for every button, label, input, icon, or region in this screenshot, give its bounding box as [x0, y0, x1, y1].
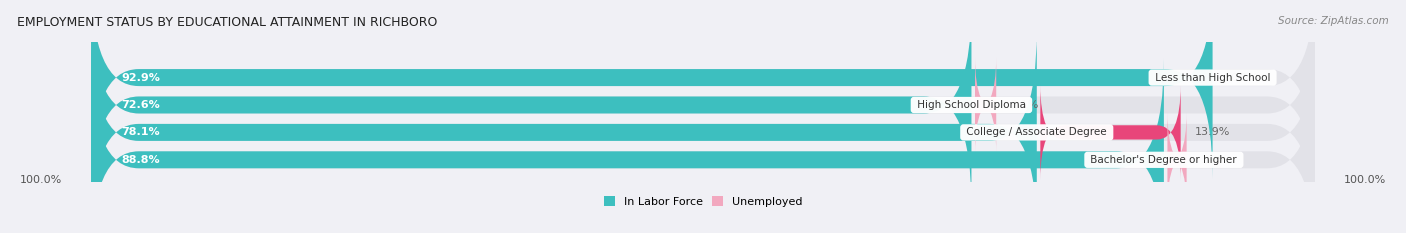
Text: 100.0%: 100.0%: [20, 175, 62, 185]
Text: EMPLOYMENT STATUS BY EDUCATIONAL ATTAINMENT IN RICHBORO: EMPLOYMENT STATUS BY EDUCATIONAL ATTAINM…: [17, 16, 437, 29]
FancyBboxPatch shape: [973, 57, 998, 153]
FancyBboxPatch shape: [91, 0, 1315, 179]
Text: 92.9%: 92.9%: [121, 72, 160, 82]
FancyBboxPatch shape: [91, 4, 1315, 206]
FancyBboxPatch shape: [91, 4, 972, 206]
Text: 72.6%: 72.6%: [121, 100, 160, 110]
Text: Less than High School: Less than High School: [1152, 72, 1274, 82]
Text: 100.0%: 100.0%: [1344, 175, 1386, 185]
Text: Bachelor's Degree or higher: Bachelor's Degree or higher: [1087, 155, 1240, 165]
Text: 2.1%: 2.1%: [1011, 100, 1039, 110]
FancyBboxPatch shape: [91, 0, 1212, 179]
Legend: In Labor Force, Unemployed: In Labor Force, Unemployed: [603, 196, 803, 207]
FancyBboxPatch shape: [1040, 85, 1181, 180]
FancyBboxPatch shape: [91, 59, 1315, 233]
Text: College / Associate Degree: College / Associate Degree: [963, 127, 1111, 137]
Text: High School Diploma: High School Diploma: [914, 100, 1029, 110]
Text: 1.9%: 1.9%: [1201, 155, 1229, 165]
Text: Source: ZipAtlas.com: Source: ZipAtlas.com: [1278, 16, 1389, 26]
Text: 13.9%: 13.9%: [1195, 127, 1230, 137]
FancyBboxPatch shape: [91, 31, 1315, 233]
Text: 88.8%: 88.8%: [121, 155, 160, 165]
FancyBboxPatch shape: [91, 59, 1164, 233]
FancyBboxPatch shape: [91, 31, 1036, 233]
FancyBboxPatch shape: [1163, 112, 1191, 208]
Text: 0.0%: 0.0%: [1230, 72, 1258, 82]
Text: 78.1%: 78.1%: [121, 127, 160, 137]
